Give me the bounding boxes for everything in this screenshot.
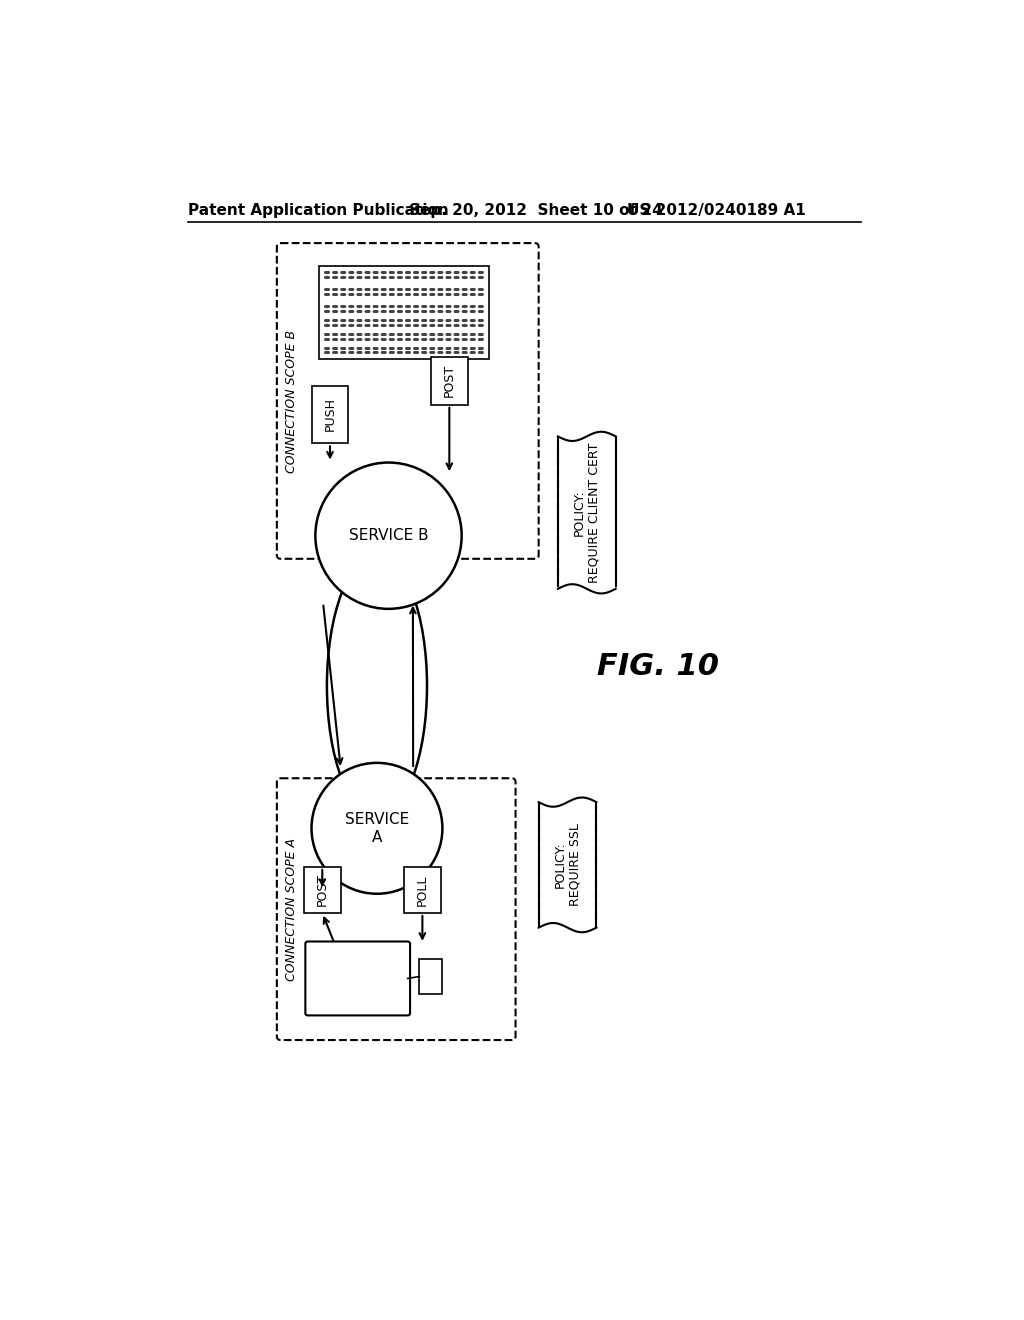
Text: FIG. 10: FIG. 10: [597, 652, 719, 681]
FancyBboxPatch shape: [431, 358, 468, 405]
FancyBboxPatch shape: [311, 385, 348, 444]
Text: SERVICE B: SERVICE B: [349, 528, 428, 544]
Text: PUSH: PUSH: [324, 397, 337, 432]
Text: SERVICE
A: SERVICE A: [345, 812, 409, 845]
Text: POLL: POLL: [416, 874, 429, 906]
Ellipse shape: [327, 554, 427, 817]
Text: POLICY:
REQUIRE SSL: POLICY: REQUIRE SSL: [554, 824, 582, 907]
Circle shape: [311, 763, 442, 894]
FancyBboxPatch shape: [319, 267, 488, 359]
Circle shape: [315, 462, 462, 609]
FancyBboxPatch shape: [403, 867, 441, 913]
Text: CONNECTION SCOPE A: CONNECTION SCOPE A: [285, 838, 298, 981]
Text: Sep. 20, 2012  Sheet 10 of 24: Sep. 20, 2012 Sheet 10 of 24: [410, 203, 664, 218]
Text: POLICY:
REQUIRE CLIENT CERT: POLICY: REQUIRE CLIENT CERT: [572, 442, 601, 583]
Text: POST: POST: [442, 364, 456, 397]
FancyBboxPatch shape: [305, 941, 410, 1015]
Text: US 2012/0240189 A1: US 2012/0240189 A1: [628, 203, 806, 218]
FancyBboxPatch shape: [539, 805, 596, 924]
Text: Patent Application Publication: Patent Application Publication: [188, 203, 450, 218]
FancyBboxPatch shape: [558, 440, 615, 586]
Text: POST: POST: [315, 874, 329, 907]
FancyBboxPatch shape: [419, 960, 442, 994]
Text: CONNECTION SCOPE B: CONNECTION SCOPE B: [285, 330, 298, 473]
FancyBboxPatch shape: [304, 867, 341, 913]
